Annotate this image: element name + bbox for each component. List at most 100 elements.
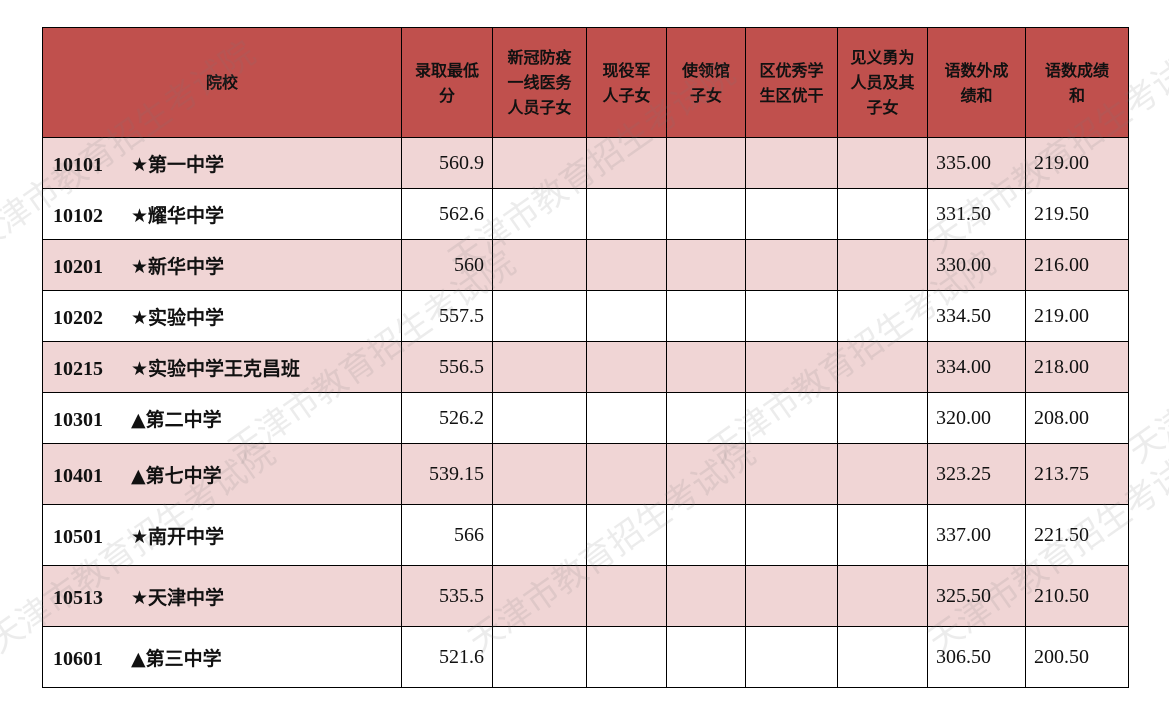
table-row: 10102 ★耀华中学 562.6 331.50 219.50 — [42, 188, 1129, 240]
empty-cell — [666, 290, 746, 342]
three-subject-sum-cell: 334.50 — [927, 290, 1026, 342]
empty-cell — [837, 239, 928, 291]
school-name: ★第一中学 — [131, 153, 225, 176]
min-score-cell: 539.15 — [401, 443, 493, 505]
empty-cell — [837, 392, 928, 444]
empty-cell — [745, 290, 838, 342]
table-row: 10201 ★新华中学 560 330.00 216.00 — [42, 239, 1129, 291]
school-code: 10101 — [53, 153, 103, 176]
three-subject-sum-cell: 334.00 — [927, 341, 1026, 393]
school-code: 10102 — [53, 204, 103, 227]
table-row: 10101 ★第一中学 560.9 335.00 219.00 — [42, 137, 1129, 189]
empty-cell — [745, 137, 838, 189]
empty-cell — [666, 239, 746, 291]
empty-cell — [586, 626, 667, 688]
empty-cell — [837, 188, 928, 240]
school-cell: 10513 ★天津中学 — [42, 565, 402, 627]
empty-cell — [666, 392, 746, 444]
school-cell: 10215 ★实验中学王克昌班 — [42, 341, 402, 393]
school-cell: 10401 ▲第七中学 — [42, 443, 402, 505]
min-score-cell: 566 — [401, 504, 493, 566]
two-subject-sum-cell: 200.50 — [1025, 626, 1129, 688]
empty-cell — [492, 504, 587, 566]
two-subject-sum-cell: 213.75 — [1025, 443, 1129, 505]
min-score-cell: 556.5 — [401, 341, 493, 393]
empty-cell — [745, 188, 838, 240]
empty-cell — [745, 443, 838, 505]
column-header-military-children: 现役军人子女 — [586, 27, 667, 138]
column-header-school: 院校 — [42, 27, 402, 138]
school-name: ★新华中学 — [131, 255, 225, 278]
empty-cell — [837, 137, 928, 189]
empty-cell — [837, 504, 928, 566]
school-code: 10501 — [53, 525, 103, 548]
header-row: 院校 录取最低分 新冠防疫一线医务人员子女 现役军人子女 使领馆子女 区优秀学生区优干 见义… — [42, 27, 1129, 138]
empty-cell — [492, 239, 587, 291]
table-row: 10601 ▲第三中学 521.6 306.50 200.50 — [42, 626, 1129, 688]
empty-cell — [492, 565, 587, 627]
empty-cell — [837, 341, 928, 393]
empty-cell — [837, 290, 928, 342]
school-cell: 10301 ▲第二中学 — [42, 392, 402, 444]
school-name: ★实验中学王克昌班 — [131, 357, 301, 380]
two-subject-sum-cell: 210.50 — [1025, 565, 1129, 627]
empty-cell — [492, 341, 587, 393]
empty-cell — [745, 341, 838, 393]
school-code: 10202 — [53, 306, 103, 329]
three-subject-sum-cell: 320.00 — [927, 392, 1026, 444]
table-row: 10202 ★实验中学 557.5 334.50 219.00 — [42, 290, 1129, 342]
empty-cell — [745, 239, 838, 291]
min-score-cell: 557.5 — [401, 290, 493, 342]
empty-cell — [586, 290, 667, 342]
admission-score-table: 院校 录取最低分 新冠防疫一线医务人员子女 现役军人子女 使领馆子女 区优秀学生区优干 见义… — [42, 27, 1129, 688]
empty-cell — [492, 290, 587, 342]
empty-cell — [586, 565, 667, 627]
two-subject-sum-cell: 219.00 — [1025, 137, 1129, 189]
empty-cell — [492, 392, 587, 444]
two-subject-sum-cell: 216.00 — [1025, 239, 1129, 291]
school-name: ▲第二中学 — [131, 408, 222, 431]
three-subject-sum-cell: 306.50 — [927, 626, 1026, 688]
column-header-medical-staff-children: 新冠防疫一线医务人员子女 — [492, 27, 587, 138]
empty-cell — [666, 626, 746, 688]
school-code: 10513 — [53, 586, 103, 609]
empty-cell — [745, 565, 838, 627]
two-subject-sum-cell: 219.00 — [1025, 290, 1129, 342]
empty-cell — [586, 341, 667, 393]
school-code: 10201 — [53, 255, 103, 278]
three-subject-sum-cell: 325.50 — [927, 565, 1026, 627]
two-subject-sum-cell: 218.00 — [1025, 341, 1129, 393]
table-row: 10215 ★实验中学王克昌班 556.5 334.00 218.00 — [42, 341, 1129, 393]
empty-cell — [837, 565, 928, 627]
empty-cell — [666, 341, 746, 393]
three-subject-sum-cell: 337.00 — [927, 504, 1026, 566]
three-subject-sum-cell: 330.00 — [927, 239, 1026, 291]
school-name: ▲第七中学 — [131, 464, 222, 487]
empty-cell — [492, 626, 587, 688]
column-header-embassy-children: 使领馆子女 — [666, 27, 746, 138]
two-subject-sum-cell: 208.00 — [1025, 392, 1129, 444]
three-subject-sum-cell: 331.50 — [927, 188, 1026, 240]
empty-cell — [586, 188, 667, 240]
empty-cell — [586, 504, 667, 566]
school-code: 10601 — [53, 647, 103, 670]
school-cell: 10501 ★南开中学 — [42, 504, 402, 566]
three-subject-sum-cell: 335.00 — [927, 137, 1026, 189]
empty-cell — [745, 504, 838, 566]
empty-cell — [666, 504, 746, 566]
empty-cell — [492, 137, 587, 189]
empty-cell — [492, 443, 587, 505]
empty-cell — [837, 443, 928, 505]
school-code: 10401 — [53, 464, 103, 487]
column-header-min-score: 录取最低分 — [401, 27, 493, 138]
min-score-cell: 562.6 — [401, 188, 493, 240]
school-name: ★天津中学 — [131, 586, 225, 609]
school-name: ▲第三中学 — [131, 647, 222, 670]
empty-cell — [586, 137, 667, 189]
empty-cell — [837, 626, 928, 688]
empty-cell — [745, 626, 838, 688]
school-cell: 10202 ★实验中学 — [42, 290, 402, 342]
school-name: ★实验中学 — [131, 306, 225, 329]
two-subject-sum-cell: 219.50 — [1025, 188, 1129, 240]
empty-cell — [666, 137, 746, 189]
